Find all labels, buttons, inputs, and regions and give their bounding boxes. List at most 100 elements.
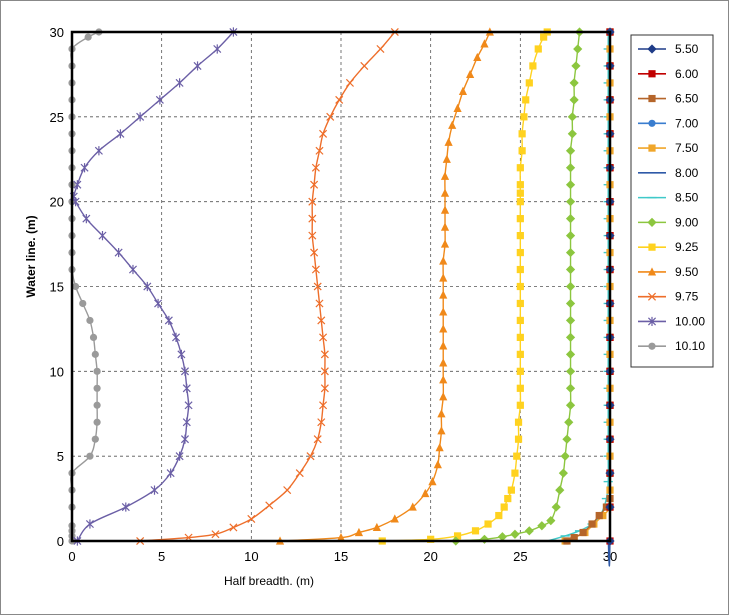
data-point xyxy=(229,523,238,532)
data-point xyxy=(80,163,89,173)
data-point xyxy=(551,502,561,512)
legend-marker xyxy=(647,217,657,227)
legend-marker xyxy=(647,316,657,327)
legend-label: 6.50 xyxy=(675,92,699,106)
data-point xyxy=(166,468,175,478)
data-point xyxy=(433,460,442,469)
y-tick-label: 0 xyxy=(57,534,64,549)
data-point xyxy=(507,486,515,494)
legend-label: 8.50 xyxy=(675,191,699,205)
data-point xyxy=(308,231,317,240)
legend: 5.50 6.00 6.50 7.00 7.50 8.00 8.50 9.00 9.25 9.50… xyxy=(630,34,714,368)
legend-label: 9.00 xyxy=(675,215,699,229)
data-point xyxy=(439,392,448,401)
data-point xyxy=(516,316,524,325)
data-point xyxy=(534,45,542,53)
legend-item: 8.00 xyxy=(638,166,699,180)
data-point xyxy=(565,349,576,359)
data-point xyxy=(565,231,576,241)
data-point xyxy=(514,418,523,426)
legend-item: 8.50 xyxy=(638,191,699,205)
data-point xyxy=(317,316,326,325)
legend-marker xyxy=(648,144,656,152)
data-point xyxy=(175,78,184,88)
data-point xyxy=(93,367,101,375)
data-point xyxy=(514,435,523,443)
data-point xyxy=(565,383,576,393)
data-point xyxy=(116,129,125,139)
data-point xyxy=(516,282,524,291)
data-point xyxy=(440,171,450,180)
x-tick-label: 25 xyxy=(513,549,527,564)
data-point xyxy=(184,400,193,410)
data-point xyxy=(516,164,524,172)
x-tick-label: 10 xyxy=(244,549,258,564)
data-point xyxy=(306,452,315,461)
legend-label: 10.10 xyxy=(675,339,705,353)
data-point xyxy=(326,112,335,121)
data-point xyxy=(473,52,482,62)
data-point xyxy=(317,418,326,427)
data-point xyxy=(150,485,159,495)
data-point xyxy=(497,532,507,542)
data-point xyxy=(471,527,480,535)
data-point xyxy=(89,333,98,341)
legend-item: 10.00 xyxy=(638,314,705,328)
data-point xyxy=(524,526,534,536)
legend-label: 6.00 xyxy=(675,67,699,81)
data-point xyxy=(336,533,346,542)
legend-marker xyxy=(648,119,656,127)
data-point xyxy=(319,129,328,138)
y-tick-label: 30 xyxy=(50,25,64,40)
data-point xyxy=(311,265,320,274)
data-point xyxy=(540,33,548,41)
y-axis-title: Water line. (m) xyxy=(24,215,38,297)
data-point xyxy=(79,299,87,308)
legend-label: 7.00 xyxy=(675,116,699,130)
data-point xyxy=(573,44,583,54)
data-point xyxy=(320,367,329,376)
data-point xyxy=(565,315,576,326)
data-point xyxy=(567,112,577,122)
data-point xyxy=(171,332,181,342)
data-point xyxy=(283,486,292,495)
data-point xyxy=(315,299,324,308)
series-line xyxy=(140,31,396,542)
data-point xyxy=(516,384,524,392)
data-point xyxy=(128,264,137,275)
data-point xyxy=(439,324,448,333)
data-point xyxy=(408,502,417,511)
legend-item: 5.50 xyxy=(638,42,699,56)
data-point xyxy=(94,146,103,156)
legend-item: 9.00 xyxy=(638,215,699,229)
data-point xyxy=(565,247,576,258)
data-point xyxy=(265,501,274,510)
series-10-00 xyxy=(69,27,238,546)
data-point xyxy=(595,511,603,520)
x-tick-label: 5 xyxy=(158,549,165,564)
data-point xyxy=(439,307,448,316)
data-point xyxy=(453,103,462,112)
data-point xyxy=(588,520,596,528)
data-point xyxy=(390,514,399,523)
data-point xyxy=(440,239,450,248)
data-point xyxy=(516,248,524,257)
data-point xyxy=(570,534,578,542)
y-tick-label: 25 xyxy=(50,110,64,125)
data-point xyxy=(311,163,320,172)
data-point xyxy=(564,417,574,427)
data-point xyxy=(510,529,520,539)
legend-marker xyxy=(647,292,657,301)
data-point xyxy=(565,366,576,376)
data-point xyxy=(516,350,524,358)
data-point xyxy=(180,366,190,376)
data-point xyxy=(513,452,521,460)
data-point xyxy=(91,350,99,358)
data-point xyxy=(511,469,519,477)
data-point xyxy=(376,44,385,53)
data-point xyxy=(466,69,475,79)
data-point xyxy=(567,129,577,139)
data-point xyxy=(571,61,581,71)
